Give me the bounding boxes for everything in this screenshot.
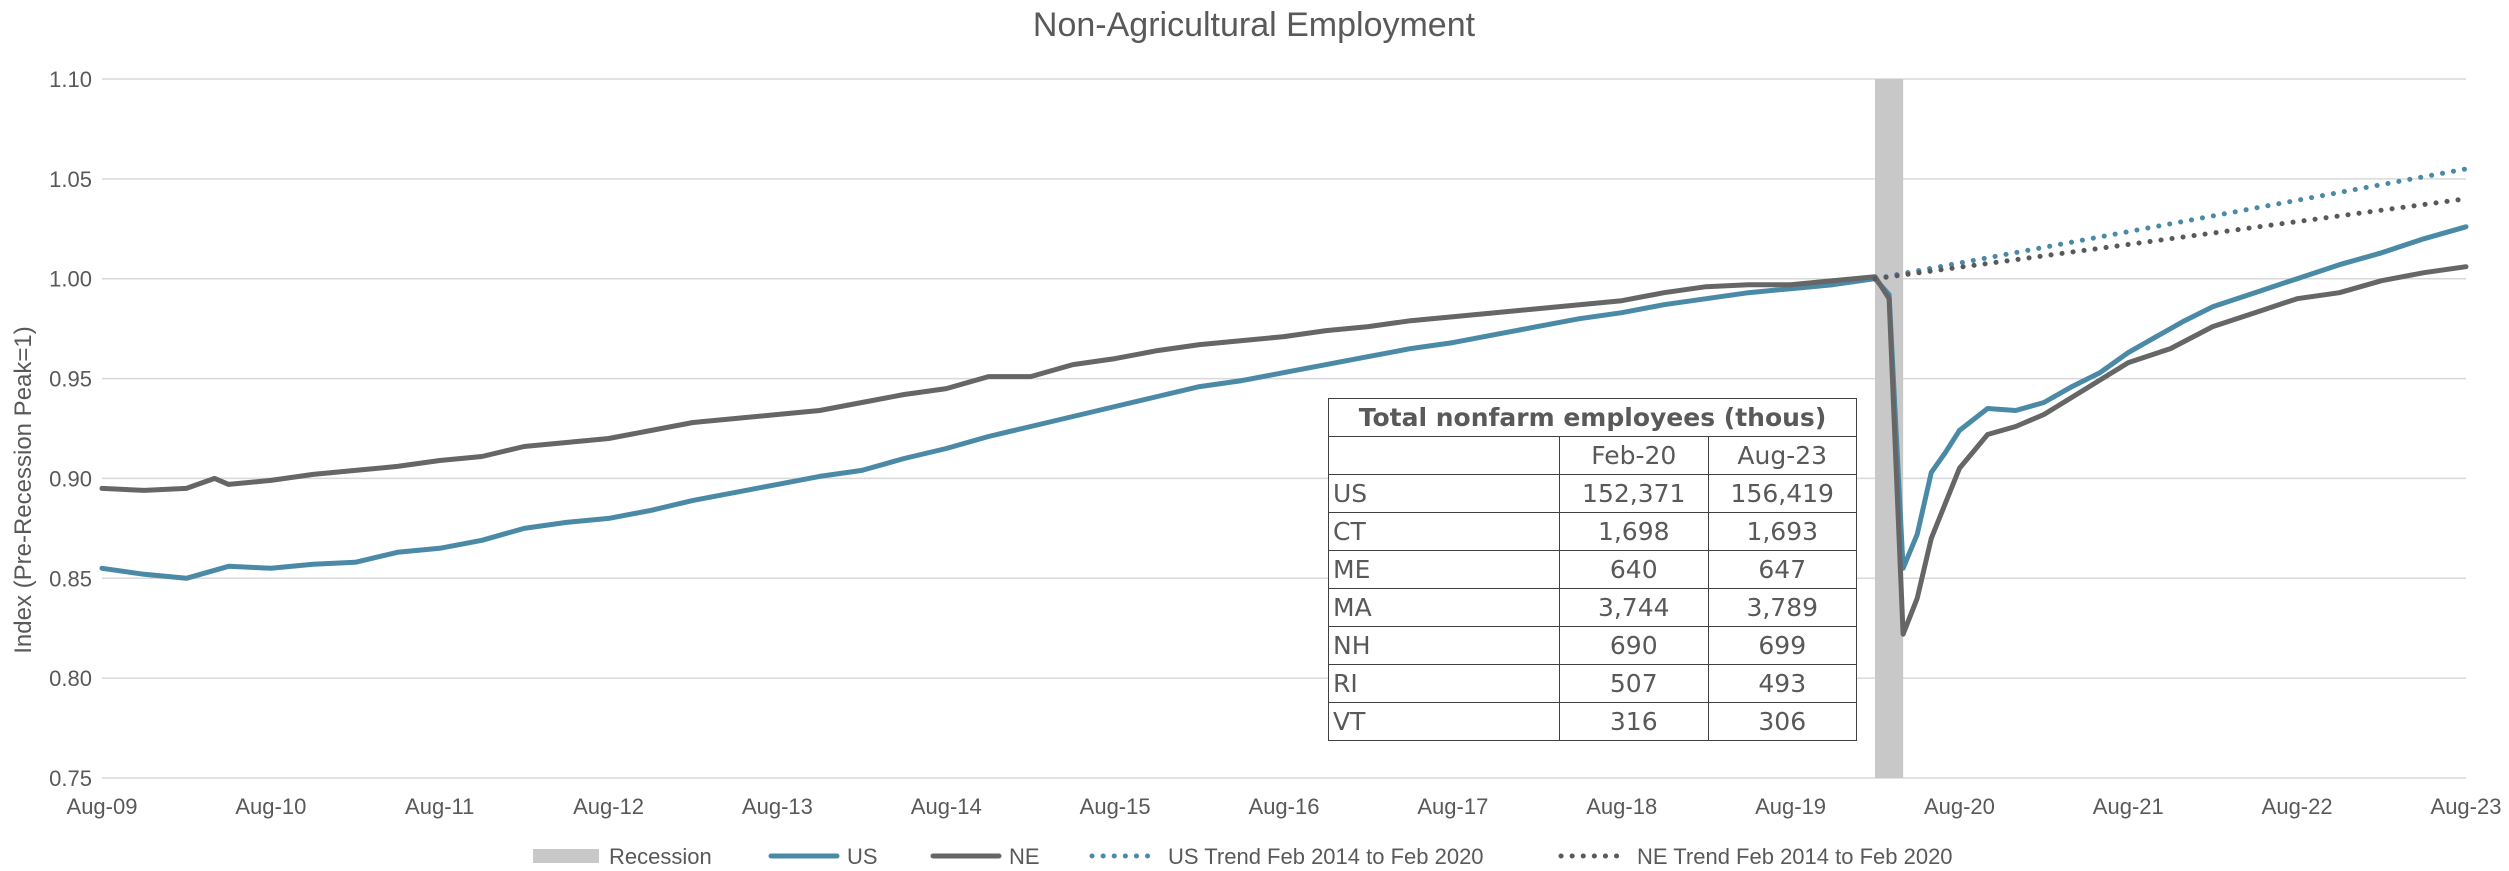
- x-tick-label: Aug-23: [2431, 794, 2502, 819]
- row-feb20: 640: [1559, 550, 1709, 589]
- row-feb20: 316: [1559, 702, 1709, 741]
- y-tick-label: 0.85: [49, 566, 92, 591]
- y-tick-label: 0.75: [49, 766, 92, 791]
- y-tick-label: 0.95: [49, 367, 92, 392]
- legend-swatch-recession: [533, 849, 599, 863]
- series-line-2: [1872, 166, 2469, 282]
- row-state: VT: [1328, 702, 1560, 741]
- table-row: ME 640 647: [1328, 550, 1857, 589]
- table-row: NH 690 699: [1328, 626, 1857, 665]
- y-tick-label: 1.00: [49, 267, 92, 292]
- row-state: NH: [1328, 626, 1560, 665]
- x-tick-label: Aug-19: [1755, 794, 1826, 819]
- row-feb20: 1,698: [1559, 512, 1709, 551]
- row-feb20: 3,744: [1559, 588, 1709, 627]
- table-caption: Total nonfarm employees (thous): [1328, 398, 1857, 437]
- row-feb20: 152,371: [1559, 474, 1709, 513]
- x-tick-label: Aug-22: [2262, 794, 2333, 819]
- row-state: CT: [1328, 512, 1560, 551]
- x-tick-label: Aug-17: [1417, 794, 1488, 819]
- row-state: RI: [1328, 664, 1560, 703]
- row-feb20: 690: [1559, 626, 1709, 665]
- row-aug23: 3,789: [1707, 588, 1857, 627]
- x-tick-label: Aug-11: [405, 794, 474, 819]
- series-line-3: [1872, 196, 2469, 282]
- x-tick-label: Aug-13: [742, 794, 813, 819]
- y-tick-label: 0.90: [49, 466, 92, 491]
- table-row: CT 1,698 1,693: [1328, 512, 1857, 551]
- series-line-0: [99, 224, 2469, 581]
- row-aug23: 647: [1707, 550, 1857, 589]
- table-header-state: [1328, 436, 1560, 475]
- chart-title: Non-Agricultural Employment: [1033, 6, 1476, 44]
- row-aug23: 306: [1707, 702, 1857, 741]
- row-state: MA: [1328, 588, 1560, 627]
- y-axis-label: Index (Pre-Recession Peak=1): [10, 326, 37, 654]
- x-tick-label: Aug-20: [1924, 794, 1995, 819]
- table-row: RI 507 493: [1328, 664, 1857, 703]
- row-aug23: 1,693: [1707, 512, 1857, 551]
- x-tick-label: Aug-21: [2093, 794, 2164, 819]
- recession-bar: [1875, 79, 1904, 778]
- series-lines: [99, 166, 2469, 637]
- table-header-aug23: Aug-23: [1707, 436, 1857, 475]
- x-tick-label: Aug-18: [1586, 794, 1657, 819]
- legend-label: US: [847, 844, 878, 869]
- x-tick-label: Aug-16: [1249, 794, 1320, 819]
- row-state: ME: [1328, 550, 1560, 589]
- x-tick-label: Aug-12: [573, 794, 644, 819]
- recession-band: [1875, 79, 1904, 778]
- row-state: US: [1328, 474, 1560, 513]
- y-tick-label: 1.10: [49, 67, 92, 92]
- table-row: VT 316 306: [1328, 702, 1857, 741]
- row-aug23: 156,419: [1707, 474, 1857, 513]
- row-feb20: 507: [1559, 664, 1709, 703]
- table-row: MA 3,744 3,789: [1328, 588, 1857, 627]
- legend-label: NE Trend Feb 2014 to Feb 2020: [1637, 844, 1953, 869]
- y-axis-ticks: 0.75 0.80 0.85 0.90 0.95 1.00 1.05 1.10: [49, 67, 92, 791]
- grid-lines: [102, 78, 2466, 779]
- x-tick-label: Aug-09: [67, 794, 138, 819]
- y-tick-label: 0.80: [49, 666, 92, 691]
- table-header-feb20: Feb-20: [1559, 436, 1709, 475]
- legend-label: Recession: [609, 844, 712, 869]
- legend-label: US Trend Feb 2014 to Feb 2020: [1168, 844, 1484, 869]
- legend: Recession US NE US Trend Feb 2014 to Feb 20…: [533, 844, 1953, 869]
- series-line-1: [99, 264, 2469, 637]
- y-tick-label: 1.05: [49, 167, 92, 192]
- legend-label: NE: [1009, 844, 1040, 869]
- x-tick-label: Aug-14: [911, 794, 982, 819]
- x-tick-label: Aug-10: [235, 794, 306, 819]
- row-aug23: 699: [1707, 626, 1857, 665]
- x-tick-label: Aug-15: [1080, 794, 1151, 819]
- employees-table: Total nonfarm employees (thous) Feb-20 A…: [1328, 398, 1857, 741]
- row-aug23: 493: [1707, 664, 1857, 703]
- table-row: US 152,371 156,419: [1328, 474, 1857, 513]
- x-axis-ticks: Aug-09 Aug-10 Aug-11 Aug-12 Aug-13 Aug-14 Aug-…: [67, 794, 2502, 819]
